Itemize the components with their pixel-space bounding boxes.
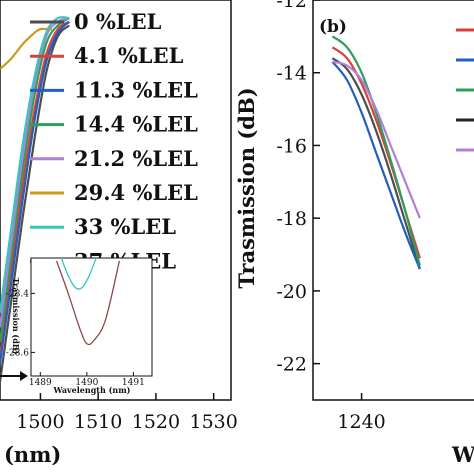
panel-b-series-line-4 bbox=[332, 60, 421, 219]
legend-label-1: 4.1 %LEL bbox=[74, 43, 184, 68]
panel-b-series-line-0 bbox=[331, 57, 421, 270]
legend-label-6: 33 %LEL bbox=[74, 214, 176, 239]
legend: 0 %LEL 4.1 %LEL 11.3 %LEL 14.4 %LEL 21.2 %LE… bbox=[30, 9, 198, 273]
panel-b-y-tick-label-5: -22 bbox=[276, 354, 307, 376]
panel-b-x-ticks: 1240 bbox=[337, 393, 386, 433]
panel-b-x-tick-label-0: 1240 bbox=[337, 411, 385, 433]
panel-b-x-axis-title: W bbox=[451, 442, 474, 467]
panel-a-series-line-1 bbox=[0, 20, 70, 357]
panel-a-x-tick-label-3: 1530 bbox=[189, 411, 237, 433]
legend-label-2: 11.3 %LEL bbox=[74, 77, 198, 102]
inset-series-line-1 bbox=[55, 260, 121, 346]
legend-label-0: 0 %LEL bbox=[74, 9, 162, 34]
panel-a-x-axis-title: (nm) bbox=[4, 442, 61, 467]
inset-series bbox=[55, 257, 121, 346]
inset-x-axis-title: Wavelength (nm) bbox=[53, 385, 131, 395]
panel-b-y-ticks: -12 -14 -16 -18 -20 -22 bbox=[276, 0, 320, 376]
panel-a-series-line-3 bbox=[0, 17, 70, 342]
panel-b-y-tick-label-4: -20 bbox=[276, 281, 307, 303]
panel-b-series-line-3 bbox=[331, 35, 421, 266]
panel-a: 0 %LEL 4.1 %LEL 11.3 %LEL 14.4 %LEL 21.2 %LE… bbox=[0, 0, 238, 467]
inset-x-tick-label-2: 1491 bbox=[122, 378, 145, 388]
panel-b-y-tick-label-0: -12 bbox=[276, 0, 307, 12]
inset-frame bbox=[30, 257, 153, 377]
inset-series-line-0 bbox=[60, 257, 97, 290]
legend-label-5: 29.4 %LEL bbox=[74, 180, 198, 205]
panel-b: (b) -12 -14 -16 -18 -20 -22 1240 Trasmission … bbox=[234, 0, 474, 467]
panel-a-x-tick-label-2: 1520 bbox=[132, 411, 180, 433]
panel-a-series-line-5 bbox=[0, 27, 52, 70]
panel-b-series bbox=[331, 35, 421, 270]
inset: 1489 1490 1491 -28.4 -28.6 Wavelength (nm) T… bbox=[0, 257, 153, 395]
inset-y-tick-label-0: -28.4 bbox=[6, 289, 29, 299]
panel-a-x-ticks: 1500 1510 1520 1530 bbox=[16, 393, 238, 433]
inset-y-tick-label-1: -28.6 bbox=[6, 348, 29, 358]
panel-b-y-tick-label-2: -16 bbox=[276, 135, 307, 157]
inset-y-axis-title: Trasmission (dB) bbox=[11, 278, 21, 355]
panel-a-series-line-6 bbox=[0, 16, 70, 313]
panel-b-label: (b) bbox=[319, 17, 347, 37]
panel-a-x-tick-label-0: 1500 bbox=[16, 411, 64, 433]
inset-pointer-arrowhead bbox=[20, 371, 28, 381]
legend-label-4: 21.2 %LEL bbox=[74, 146, 198, 171]
legend-label-3: 14.4 %LEL bbox=[74, 112, 198, 137]
panel-a-plot-frame bbox=[0, 0, 232, 401]
panel-a-series-line-0 bbox=[0, 24, 71, 382]
panel-a-series-line-2 bbox=[0, 20, 71, 364]
panel-b-y-tick-label-1: -14 bbox=[276, 63, 307, 85]
panel-a-x-tick-label-1: 1510 bbox=[74, 411, 122, 433]
panel-b-y-axis-title: Trasmission (dB) bbox=[234, 87, 259, 288]
inset-x-tick-label-0: 1489 bbox=[29, 378, 52, 388]
panel-b-y-tick-label-3: -18 bbox=[276, 208, 307, 230]
panel-b-plot-frame bbox=[312, 0, 474, 401]
inset-x-tick-label-1: 1490 bbox=[75, 378, 98, 388]
inset-axes: 1489 1490 1491 -28.4 -28.6 bbox=[6, 289, 145, 388]
panel-b-legend bbox=[456, 28, 474, 152]
panel-b-series-line-2 bbox=[331, 61, 421, 270]
